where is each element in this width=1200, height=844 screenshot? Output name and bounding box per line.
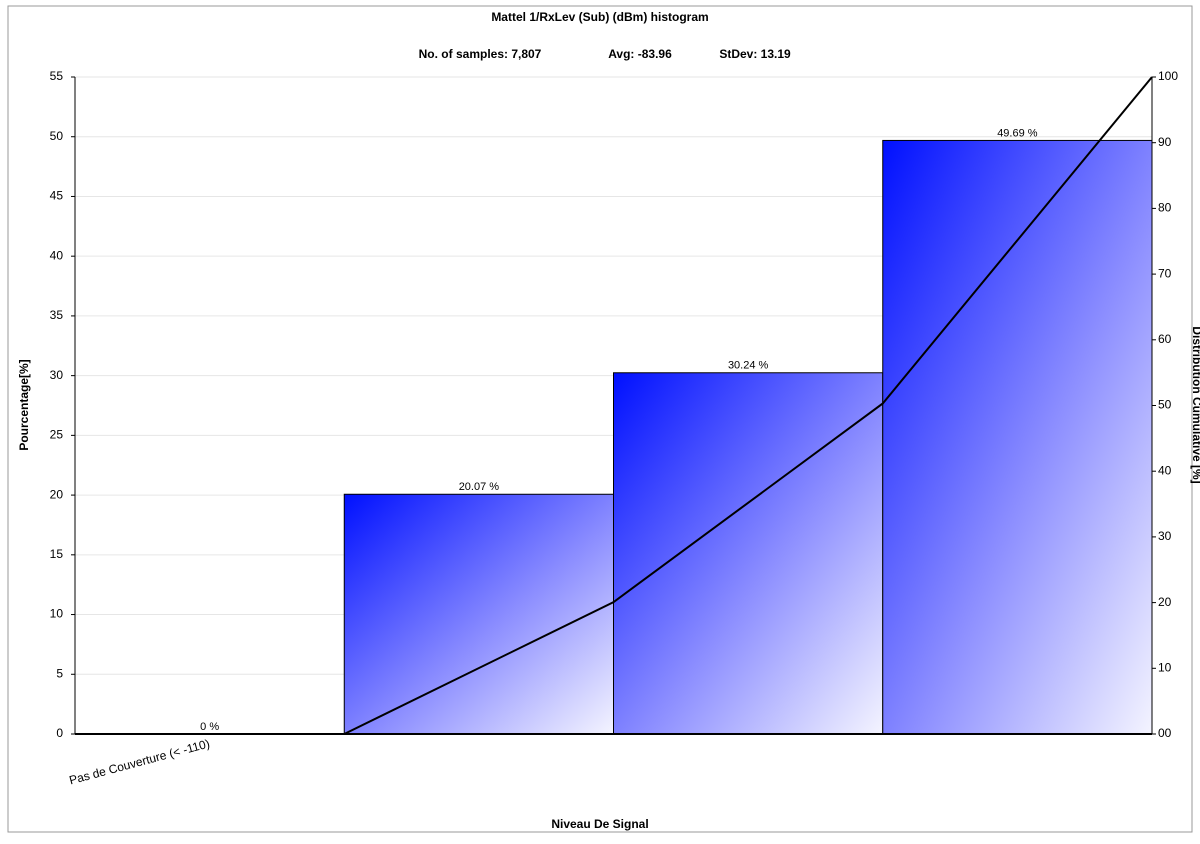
y2-tick-label: 00 bbox=[1158, 726, 1172, 740]
y2-tick-label: 10 bbox=[1158, 660, 1172, 674]
stat: Avg: -83.96 bbox=[608, 47, 672, 61]
y-axis-label: Pourcentage[%] bbox=[17, 359, 31, 450]
y-tick-label: 5 bbox=[56, 666, 63, 680]
stat: No. of samples: 7,807 bbox=[419, 47, 542, 61]
frame bbox=[7, 5, 1193, 833]
y2-tick-label: 50 bbox=[1158, 398, 1172, 412]
y-tick-label: 55 bbox=[50, 69, 64, 83]
y2-tick-label: 60 bbox=[1158, 332, 1172, 346]
y2-tick-label: 100 bbox=[1158, 69, 1178, 83]
x-axis-label: Niveau De Signal bbox=[551, 817, 648, 831]
data-label: 30.24 % bbox=[728, 360, 769, 372]
y-tick-label: 25 bbox=[50, 428, 64, 442]
data-label: 20.07 % bbox=[459, 481, 500, 493]
y-tick-label: 15 bbox=[50, 547, 64, 561]
y-tick-label: 30 bbox=[50, 368, 64, 382]
y-tick-label: 50 bbox=[50, 129, 64, 143]
y2-tick-label: 20 bbox=[1158, 595, 1172, 609]
y-tick-label: 20 bbox=[50, 487, 64, 501]
y-tick-label: 10 bbox=[50, 607, 64, 621]
y2-axis-label: Distribution Cumulative [%] bbox=[1190, 326, 1200, 483]
y2-tick-label: 80 bbox=[1158, 201, 1172, 215]
y-tick-label: 40 bbox=[50, 248, 64, 262]
y2-tick-label: 70 bbox=[1158, 266, 1172, 280]
bar bbox=[613, 372, 884, 735]
data-label: 0 % bbox=[200, 721, 219, 733]
y-tick-label: 45 bbox=[50, 189, 64, 203]
bar bbox=[343, 493, 614, 735]
y-tick-label: 35 bbox=[50, 308, 64, 322]
x-tick-label: Pas de Couverture (< -110) bbox=[68, 736, 212, 787]
bar bbox=[882, 139, 1153, 735]
stat: StDev: 13.19 bbox=[719, 47, 791, 61]
data-label: 49.69 % bbox=[997, 127, 1038, 139]
cumulative-line bbox=[343, 76, 1153, 735]
y2-tick-label: 30 bbox=[1158, 529, 1172, 543]
y2-tick-label: 90 bbox=[1158, 135, 1172, 149]
y2-tick-label: 40 bbox=[1158, 463, 1172, 477]
chart-title: Mattel 1/RxLev (Sub) (dBm) histogram bbox=[491, 10, 708, 24]
y-tick-label: 0 bbox=[56, 726, 63, 740]
